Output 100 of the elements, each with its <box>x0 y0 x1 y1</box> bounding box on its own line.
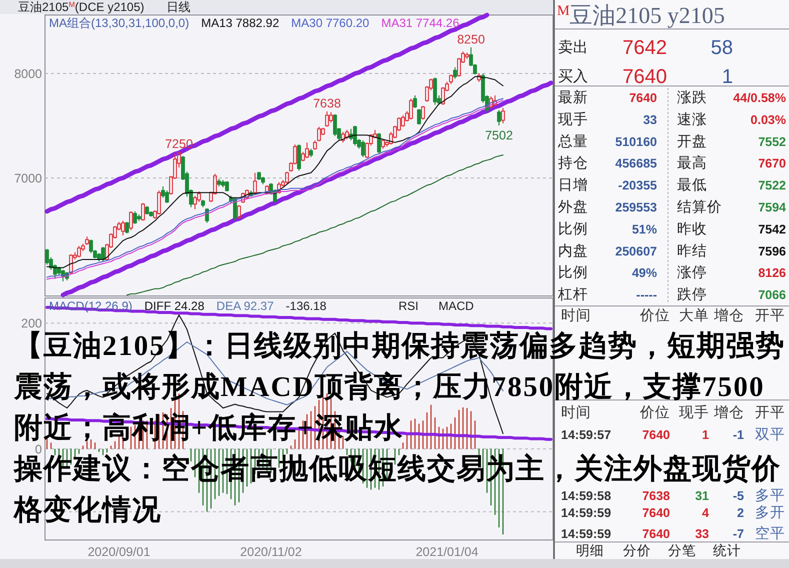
y-tick-label: 8000 <box>14 67 42 81</box>
candlestick <box>193 195 197 210</box>
x-tick-label: 2020/11/02 <box>240 545 302 559</box>
text: 31 <box>695 489 710 503</box>
text: 7542 <box>758 222 786 236</box>
text: 空平 <box>755 525 785 542</box>
candlestick <box>137 214 141 222</box>
text: 14:59:58 <box>561 489 612 503</box>
text: 增仓 <box>713 404 744 421</box>
text: 7640 <box>629 91 658 105</box>
annotation: 格变化情况 <box>14 493 162 528</box>
candlestick <box>297 144 301 172</box>
text: -5 <box>732 489 744 503</box>
candlestick <box>409 98 413 120</box>
candlestick <box>121 220 125 236</box>
text: 分笔 <box>668 543 696 558</box>
candlestick <box>241 192 245 204</box>
text: 价位 <box>639 404 670 421</box>
candlestick <box>401 114 405 128</box>
text: 7670 <box>758 156 786 171</box>
candlestick <box>145 206 149 216</box>
text: 涨停 <box>677 264 707 282</box>
candlestick <box>413 94 417 108</box>
text: 现手 <box>558 110 588 128</box>
text: 时间 <box>561 307 591 324</box>
text: 最高 <box>677 154 707 172</box>
candlestick <box>465 52 469 60</box>
text: -1 <box>732 428 744 442</box>
text: 7596 <box>758 244 786 258</box>
text: 7638 <box>642 489 670 503</box>
candlestick <box>237 204 241 220</box>
text: 456685 <box>615 156 658 171</box>
text: 7640 <box>642 527 670 541</box>
candlestick <box>433 77 437 106</box>
annotation: RSI <box>398 299 418 313</box>
text: 大单 <box>679 307 709 324</box>
text: -7 <box>732 527 744 541</box>
text: 7522 <box>758 178 786 193</box>
candlestick <box>345 129 349 140</box>
text: 开平 <box>755 308 785 324</box>
text: 7640 <box>622 66 667 88</box>
text: 14:59:57 <box>561 428 612 442</box>
candlestick <box>225 180 229 192</box>
text: 昨结 <box>677 242 707 260</box>
candlestick <box>497 110 501 126</box>
candlestick <box>477 73 481 82</box>
text: 250607 <box>615 244 658 258</box>
text: 结算价 <box>677 198 722 216</box>
legend-title: MA组合(13,30,31,100,0,0) <box>49 16 190 30</box>
candlestick <box>377 132 381 154</box>
candlestick <box>333 114 337 137</box>
annotation: 7502 <box>485 128 513 143</box>
text: 现手 <box>679 404 709 421</box>
candlestick <box>325 110 329 128</box>
candlestick <box>125 221 129 234</box>
annotation: 7250 <box>165 136 193 151</box>
text: 统计 <box>713 543 741 558</box>
text: 4 <box>702 506 710 520</box>
text: 51% <box>632 222 657 236</box>
text: 7594 <box>758 200 786 214</box>
candlestick <box>165 190 169 204</box>
text: 外盘 <box>558 198 588 216</box>
text: 增仓 <box>713 307 744 324</box>
text: 58 <box>710 37 733 59</box>
text: 7552 <box>758 134 786 149</box>
text: 日增 <box>558 176 588 194</box>
candlestick <box>221 180 225 188</box>
y-tick-label: 200 <box>21 316 42 331</box>
chart-subtitle: 日线 <box>166 0 190 14</box>
text: MA30 7760.20 <box>291 16 370 30</box>
text: 7640 <box>642 428 670 442</box>
text: 速涨 <box>677 110 707 128</box>
text: 1 <box>722 66 733 88</box>
candlestick <box>341 131 345 143</box>
text: DEA 92.37 <box>216 299 274 313</box>
text: 33 <box>643 112 658 127</box>
text: 总量 <box>557 132 588 150</box>
annotation: -136.18 <box>286 299 327 313</box>
text: 价位 <box>639 307 670 324</box>
text: 49% <box>632 266 657 280</box>
text: 14:59:59 <box>561 527 612 541</box>
text: 开平 <box>755 405 785 421</box>
text: 44/0.58% <box>733 91 786 105</box>
line-series <box>60 80 554 298</box>
text: 涨跌 <box>677 89 707 106</box>
text: -20355 <box>618 178 658 193</box>
text: MA13 7882.92 <box>201 16 280 30</box>
annotation: 7638 <box>313 96 341 110</box>
candlestick <box>329 112 333 124</box>
candlestick <box>141 202 145 222</box>
text: 分价 <box>623 543 651 558</box>
candlestick <box>157 190 161 216</box>
candlestick <box>305 142 309 159</box>
text: 多平 <box>755 487 785 504</box>
text: 买入 <box>558 68 588 85</box>
text: 开盘 <box>677 132 707 150</box>
candlestick <box>277 182 281 194</box>
text: 明细 <box>576 543 604 558</box>
chart-title: 豆油2105$^{M}$(DCE y2105) <box>18 0 144 14</box>
text: 多开 <box>755 504 785 521</box>
